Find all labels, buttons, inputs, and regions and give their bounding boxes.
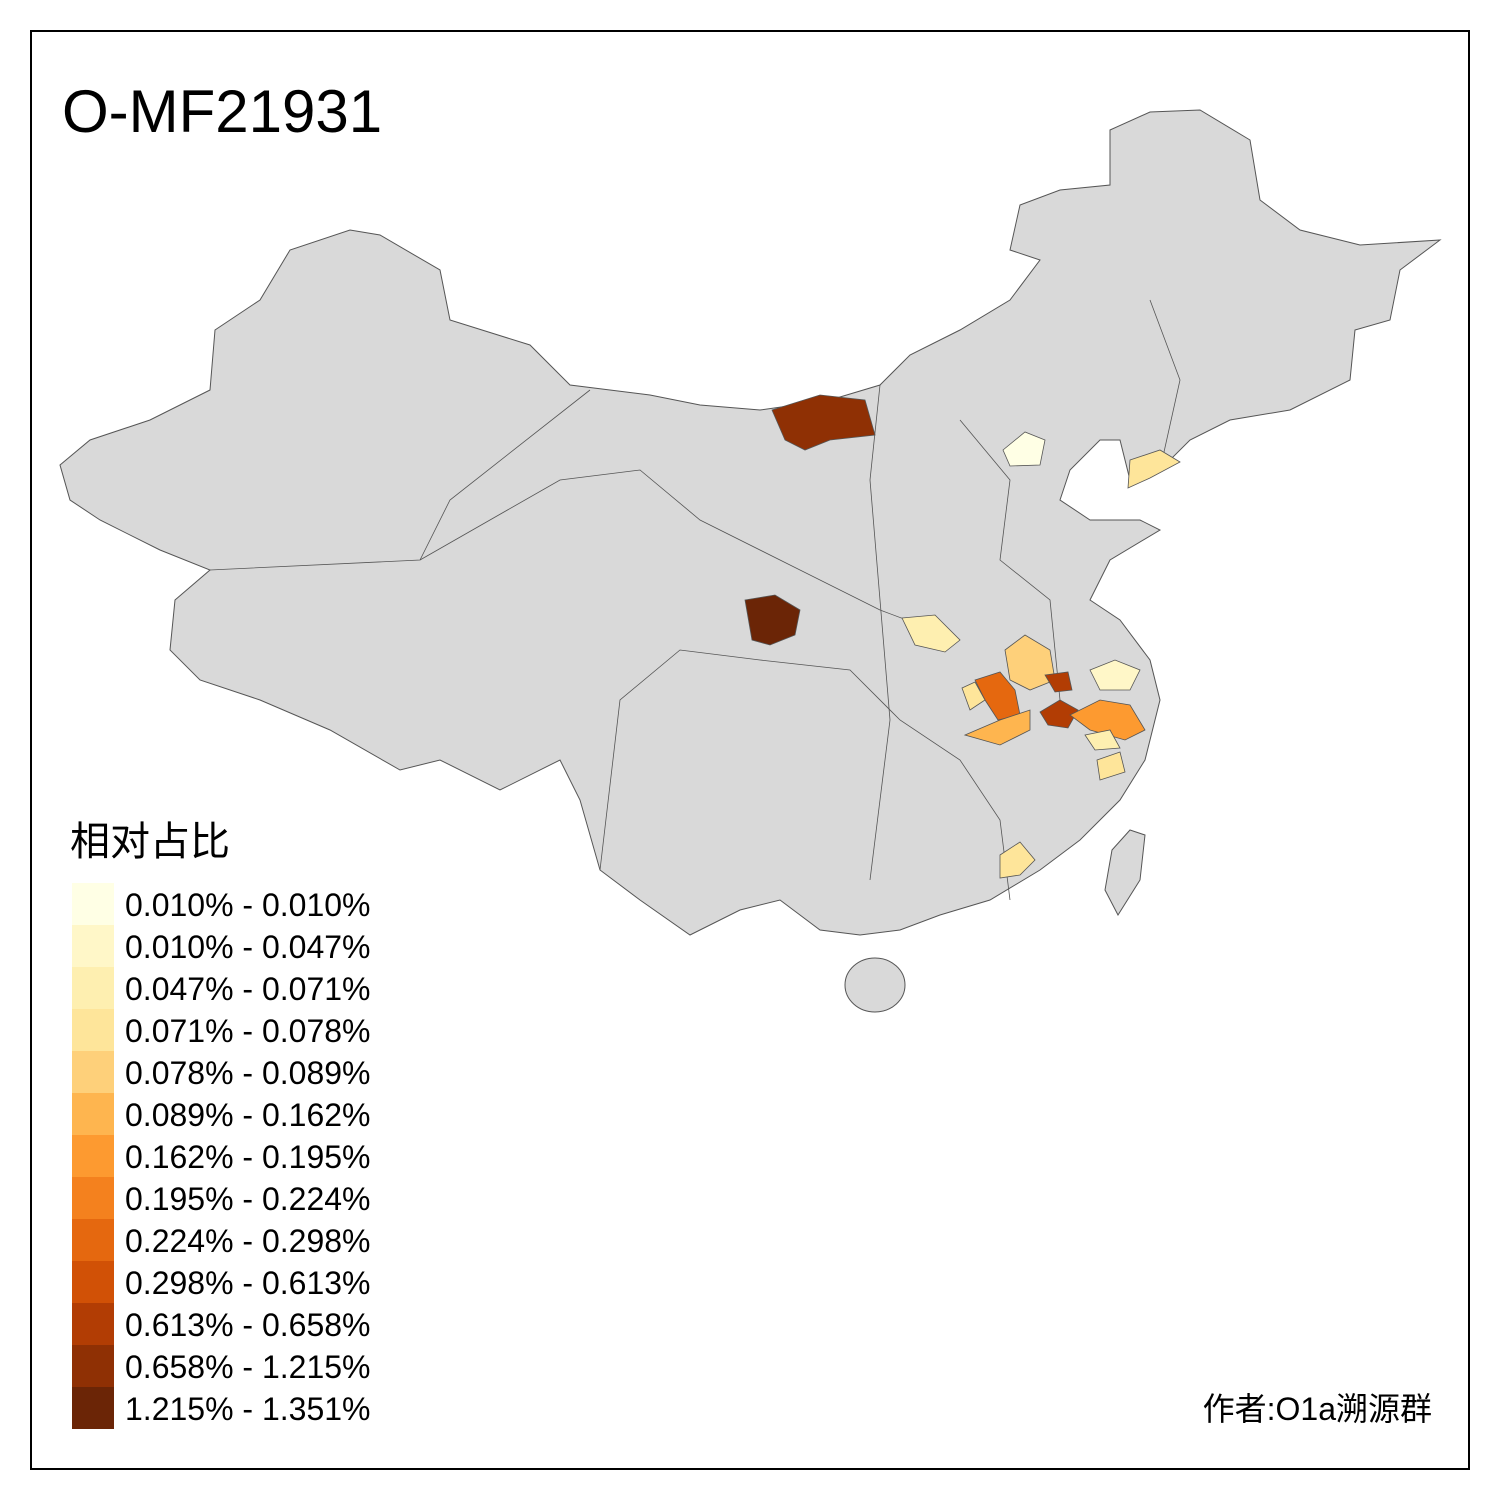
region (901, 614, 961, 653)
credit: 作者:O1a溯源群 (1203, 1391, 1432, 1427)
region (1069, 699, 1146, 741)
region (1002, 431, 1046, 467)
legend-swatch (72, 1219, 114, 1261)
region (1127, 449, 1181, 489)
legend-label: 0.047% - 0.071% (125, 971, 371, 1007)
region (999, 841, 1036, 879)
legend-label: 0.162% - 0.195% (125, 1139, 371, 1175)
highlighted-regions (744, 394, 1181, 879)
region (961, 681, 986, 711)
map-title: O-MF21931 (62, 78, 382, 145)
island-hainan (844, 957, 906, 1013)
legend-swatch (72, 1387, 114, 1429)
region (771, 394, 876, 451)
region (1039, 699, 1079, 729)
legend-swatch (72, 1093, 114, 1135)
legend-label: 0.089% - 0.162% (125, 1097, 371, 1133)
legend-swatch (72, 1051, 114, 1093)
legend-label: 0.298% - 0.613% (125, 1265, 371, 1301)
legend-swatch (72, 883, 114, 925)
legend-swatch (72, 925, 114, 967)
legend-swatch (72, 1345, 114, 1387)
legend-title: 相对占比 (70, 820, 230, 864)
legend-label: 0.078% - 0.089% (125, 1055, 371, 1091)
legend: 0.010% - 0.010% 0.010% - 0.047% 0.047% - 0… (72, 883, 371, 1429)
legend-label: 0.658% - 1.215% (125, 1349, 371, 1385)
legend-label: 0.195% - 0.224% (125, 1181, 371, 1217)
region (963, 709, 1031, 746)
legend-swatch (72, 1261, 114, 1303)
legend-swatch (72, 1177, 114, 1219)
legend-label: 0.613% - 0.658% (125, 1307, 371, 1343)
region (744, 594, 801, 646)
legend-label: 0.010% - 0.010% (125, 887, 371, 923)
province-borders (209, 299, 1181, 901)
region (1044, 671, 1073, 693)
region (1096, 751, 1126, 781)
legend-swatch (72, 967, 114, 1009)
island-taiwan (1104, 829, 1146, 917)
legend-swatch (72, 1009, 114, 1051)
legend-label: 0.071% - 0.078% (125, 1013, 371, 1049)
legend-swatch (72, 1303, 114, 1345)
legend-label: 1.215% - 1.351% (125, 1391, 371, 1427)
legend-swatch (72, 1135, 114, 1177)
region (1089, 659, 1141, 691)
legend-label: 0.224% - 0.298% (125, 1223, 371, 1259)
legend-label: 0.010% - 0.047% (125, 929, 371, 965)
region (1084, 729, 1121, 751)
